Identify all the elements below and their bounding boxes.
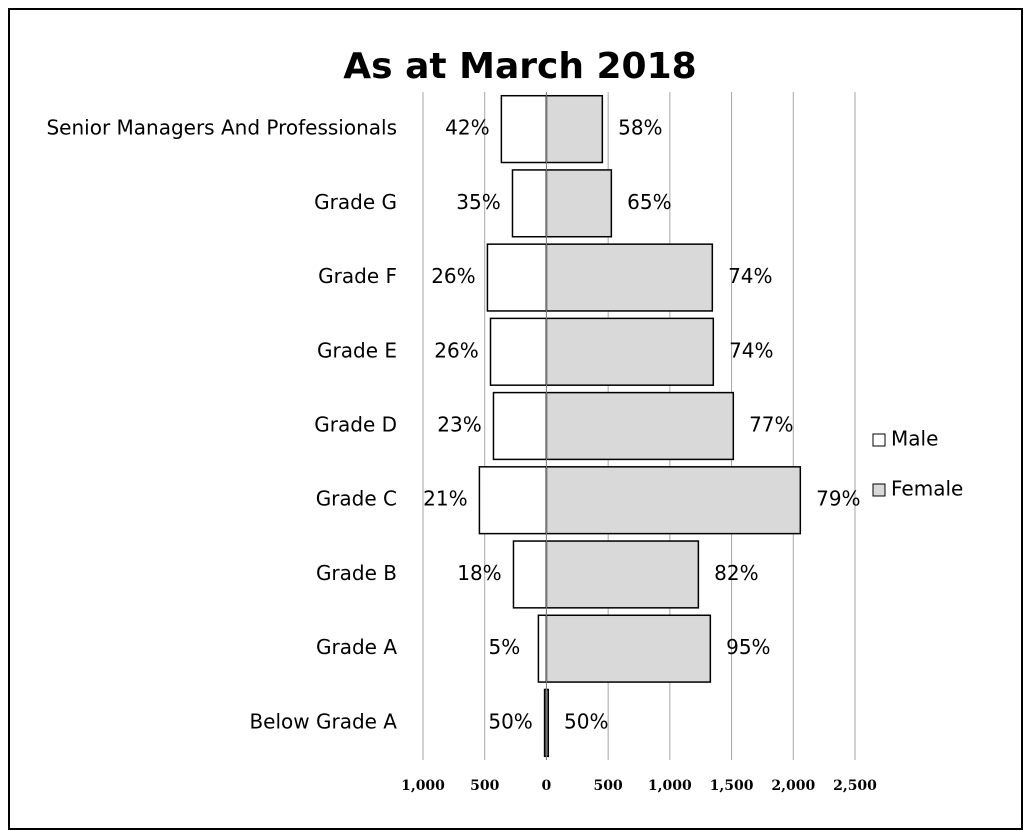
- category-label: Grade G: [314, 190, 397, 214]
- data-label: 50%: [488, 709, 532, 733]
- x-tick-label: 1,000: [648, 778, 692, 794]
- bar: [511, 169, 548, 238]
- bar: [545, 466, 802, 535]
- data-label: 95%: [726, 635, 770, 659]
- x-tick-label: 2,000: [771, 778, 815, 794]
- x-tick-label: 500: [470, 778, 499, 794]
- category-label: Senior Managers And Professionals: [46, 116, 397, 140]
- legend-swatch: [872, 433, 886, 447]
- bar: [537, 614, 548, 683]
- legend-label: Male: [891, 427, 938, 451]
- bar: [545, 614, 712, 683]
- x-tick-label: 1,000: [401, 778, 445, 794]
- bar: [486, 243, 548, 312]
- data-label: 58%: [618, 116, 662, 140]
- data-label: 26%: [434, 338, 478, 362]
- bar: [512, 540, 548, 609]
- bar: [489, 317, 548, 386]
- data-label: 35%: [456, 190, 500, 214]
- data-label: 79%: [816, 487, 860, 511]
- category-label: Grade D: [314, 413, 397, 437]
- bar: [545, 169, 613, 238]
- data-label: 23%: [437, 413, 481, 437]
- legend-label: Female: [891, 477, 963, 501]
- data-label: 50%: [564, 709, 608, 733]
- bar: [492, 391, 548, 461]
- x-tick-label: 500: [594, 778, 623, 794]
- data-label: 65%: [627, 190, 671, 214]
- data-label: 42%: [445, 116, 489, 140]
- bar: [545, 540, 700, 609]
- bar: [545, 243, 714, 312]
- category-label: Grade E: [317, 338, 397, 362]
- category-label: Grade C: [316, 487, 397, 511]
- data-label: 82%: [714, 561, 758, 585]
- bar: [500, 94, 548, 164]
- x-tick-label: 1,500: [710, 778, 754, 794]
- bar: [478, 466, 548, 535]
- category-label: Below Grade A: [249, 709, 397, 733]
- bar: [545, 94, 604, 164]
- data-label: 21%: [423, 487, 467, 511]
- category-label: Grade A: [316, 635, 397, 659]
- data-label: 74%: [728, 264, 772, 288]
- chart-title: As at March 2018: [343, 46, 696, 87]
- bar: [545, 391, 735, 461]
- data-label: 26%: [431, 264, 475, 288]
- category-label: Grade F: [318, 264, 397, 288]
- x-tick-label: 0: [542, 778, 552, 794]
- x-tick-label: 2,500: [833, 778, 877, 794]
- bar: [545, 317, 715, 386]
- legend-swatch: [872, 483, 886, 497]
- data-label: 77%: [749, 413, 793, 437]
- data-label: 18%: [457, 561, 501, 585]
- category-label: Grade B: [316, 561, 397, 585]
- data-label: 5%: [489, 635, 521, 659]
- data-label: 74%: [729, 338, 773, 362]
